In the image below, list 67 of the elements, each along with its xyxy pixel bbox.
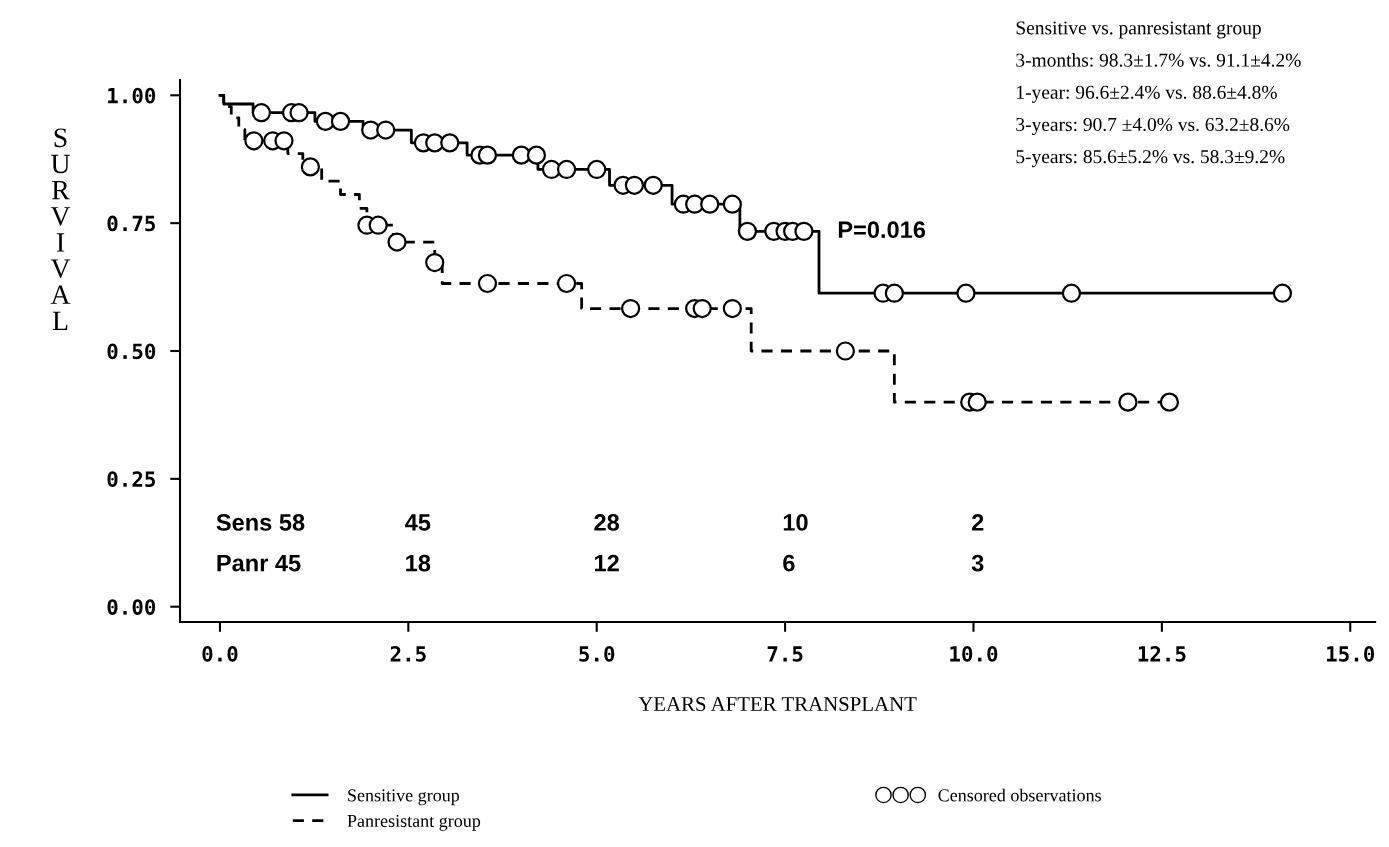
point [330,111,351,131]
point [1061,283,1082,303]
point [643,175,663,195]
annotation: 10 [783,514,808,531]
x-tick-label: 0.0 [202,646,238,662]
point [794,221,814,241]
y-tick-label: 1.00 [108,87,156,104]
annotation: Panr 45 [217,554,301,572]
legend-label: Sensitive group [348,789,460,806]
legend-label: Censored observations [938,788,1101,802]
y-tick-label: 0.75 [107,215,155,232]
point [425,252,445,273]
annotation: 45 [405,514,431,531]
y-axis-title: SURVIVAL [50,128,71,330]
point [289,103,309,123]
point [884,283,904,303]
point [737,221,758,241]
x-tick-label: 7.5 [767,646,803,662]
point [251,103,272,123]
annotation: 3 [971,554,984,572]
point [692,298,712,319]
annotation: Sens 58 [216,514,305,531]
point [376,120,396,140]
point [1159,392,1180,412]
annotation: 18 [406,554,431,572]
text: 3-months: 98.3±1.7% vs. 91.1±4.2% [1016,53,1301,67]
annotation: 5-years: 85.6±5.2% vs. 58.3±9.2% [1016,150,1285,168]
x-tick-label: 10.0 [950,646,998,662]
point [1118,392,1138,412]
y-tick-label: 0.00 [107,599,156,615]
point [387,232,407,252]
annotation: 28 [594,514,620,531]
point [368,215,388,235]
annotation: 12 [595,554,619,572]
point [244,131,264,151]
point [722,298,742,319]
point [722,194,742,214]
annotation: P=0.016 [838,221,926,239]
point [835,341,855,361]
x-tick-label: 2.5 [390,646,426,662]
point [440,133,460,153]
point [621,298,641,319]
point [556,159,577,180]
y-tick-label: 0.50 [107,343,156,360]
y-tick-label: 0.25 [107,471,155,488]
x-tick-label: 15.0 [1327,646,1375,662]
x-tick-label: 12.5 [1138,646,1186,662]
x-axis-title: YEARS AFTER TRANSPLANT [638,697,917,712]
annotation: 2 [971,514,984,531]
point [967,392,987,412]
text: Sensitive vs. panresistant group [1016,21,1261,39]
annotation: 6 [783,554,795,572]
point [300,157,320,177]
point [274,131,294,151]
x-tick-label: 5.0 [579,646,615,662]
point [477,145,498,165]
annotation: 3-years: 90.7 ±4.0% vs. 63.2±8.6% [1016,117,1290,136]
point [624,175,645,195]
legend-label: Panresistant group [347,814,481,831]
point [526,145,547,165]
point [587,159,607,180]
annotation: 1-year: 96.6±2.4% vs. 88.6±4.8% [1017,85,1277,103]
point [1272,283,1293,303]
point [477,273,498,294]
point [700,194,720,214]
point [956,283,976,303]
point [556,273,577,294]
